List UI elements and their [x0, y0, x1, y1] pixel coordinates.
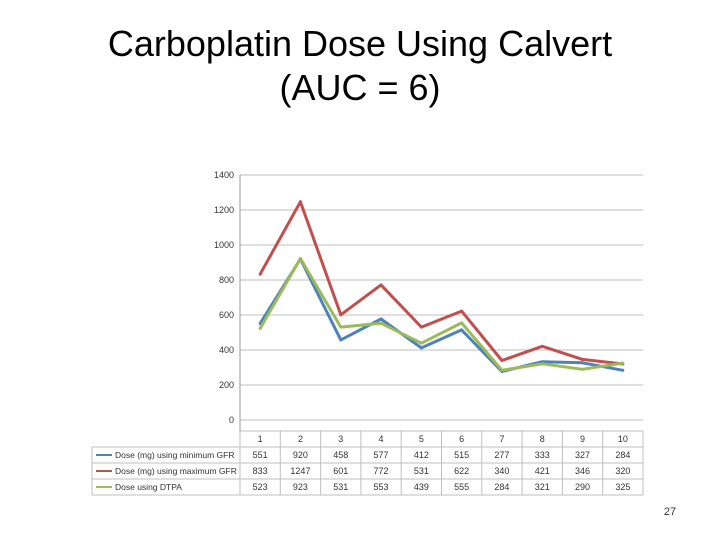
- data-label: 920: [293, 450, 308, 460]
- data-label: 622: [454, 466, 469, 476]
- data-point: [581, 361, 585, 365]
- x-tick-label: 1: [258, 434, 263, 444]
- data-label: 458: [333, 450, 348, 460]
- x-tick-label: 7: [499, 434, 504, 444]
- data-point: [500, 359, 504, 362]
- data-point: [419, 341, 423, 345]
- data-point: [540, 362, 544, 366]
- x-tick-label: 4: [379, 434, 384, 444]
- data-label: 531: [414, 466, 429, 476]
- data-label: 320: [615, 466, 630, 476]
- y-tick-label: 600: [219, 310, 234, 320]
- y-tick-label: 400: [219, 345, 234, 355]
- data-label: 515: [454, 450, 469, 460]
- y-tick-label: 1400: [214, 170, 234, 180]
- data-point: [419, 325, 423, 329]
- data-point: [460, 328, 464, 332]
- legend-entry: Dose (mg) using minimum GFR: [115, 450, 235, 460]
- title-line-2: (AUC = 6): [279, 67, 441, 108]
- y-tick-label: 1000: [214, 240, 234, 250]
- data-label: 577: [374, 450, 389, 460]
- data-point: [581, 357, 585, 361]
- data-point: [298, 256, 302, 260]
- data-label: 284: [494, 482, 509, 492]
- data-label: 277: [494, 450, 509, 460]
- data-label: 553: [374, 482, 389, 492]
- legend-entry: Dose using DTPA: [115, 482, 182, 492]
- data-point: [379, 283, 383, 287]
- x-tick-label: 3: [338, 434, 343, 444]
- data-label: 523: [253, 482, 268, 492]
- x-tick-label: 5: [419, 434, 424, 444]
- x-tick-label: 8: [540, 434, 545, 444]
- data-point: [540, 344, 544, 348]
- data-label: 346: [575, 466, 590, 476]
- data-label: 1247: [290, 466, 310, 476]
- title-line-1: Carboplatin Dose Using Calvert: [107, 23, 613, 64]
- data-label: 551: [253, 450, 268, 460]
- series-line-1: [258, 257, 624, 373]
- data-label: 340: [494, 466, 509, 476]
- y-tick-label: 0: [229, 415, 234, 425]
- data-label: 601: [333, 466, 348, 476]
- data-label: 923: [293, 482, 308, 492]
- data-point: [621, 368, 625, 372]
- data-label: 321: [535, 482, 550, 492]
- x-tick-label: 10: [618, 434, 628, 444]
- data-point: [419, 346, 423, 350]
- slide-number: 27: [663, 506, 677, 518]
- data-label: 333: [535, 450, 550, 460]
- data-label: 327: [575, 450, 590, 460]
- data-point: [621, 361, 625, 365]
- y-tick-label: 800: [219, 275, 234, 285]
- data-label: 439: [414, 482, 429, 492]
- data-point: [339, 313, 343, 317]
- data-point: [460, 309, 464, 313]
- series-line-3: [258, 257, 624, 372]
- y-tick-label: 1200: [214, 205, 234, 215]
- data-point: [298, 200, 302, 204]
- data-label: 531: [333, 482, 348, 492]
- data-label: 412: [414, 450, 429, 460]
- data-point: [258, 326, 262, 330]
- data-point: [379, 321, 383, 325]
- data-label: 290: [575, 482, 590, 492]
- data-point: [500, 368, 504, 372]
- data-label: 421: [535, 466, 550, 476]
- slide-title: Carboplatin Dose Using Calvert (AUC = 6): [60, 22, 660, 110]
- data-point: [339, 325, 343, 329]
- x-tick-label: 9: [580, 434, 585, 444]
- legend-entry: Dose (mg) using maximum GFR: [115, 466, 237, 476]
- y-tick-label: 200: [219, 380, 234, 390]
- data-label: 284: [615, 450, 630, 460]
- data-label: 833: [253, 466, 268, 476]
- data-label: 325: [615, 482, 630, 492]
- data-point: [379, 317, 383, 321]
- data-point: [460, 321, 464, 325]
- data-label: 772: [374, 466, 389, 476]
- x-tick-label: 2: [298, 434, 303, 444]
- series-line-2: [258, 200, 623, 366]
- data-label: 555: [454, 482, 469, 492]
- data-point: [339, 338, 343, 342]
- data-point: [581, 367, 585, 371]
- x-tick-label: 6: [459, 434, 464, 444]
- data-point: [258, 272, 262, 276]
